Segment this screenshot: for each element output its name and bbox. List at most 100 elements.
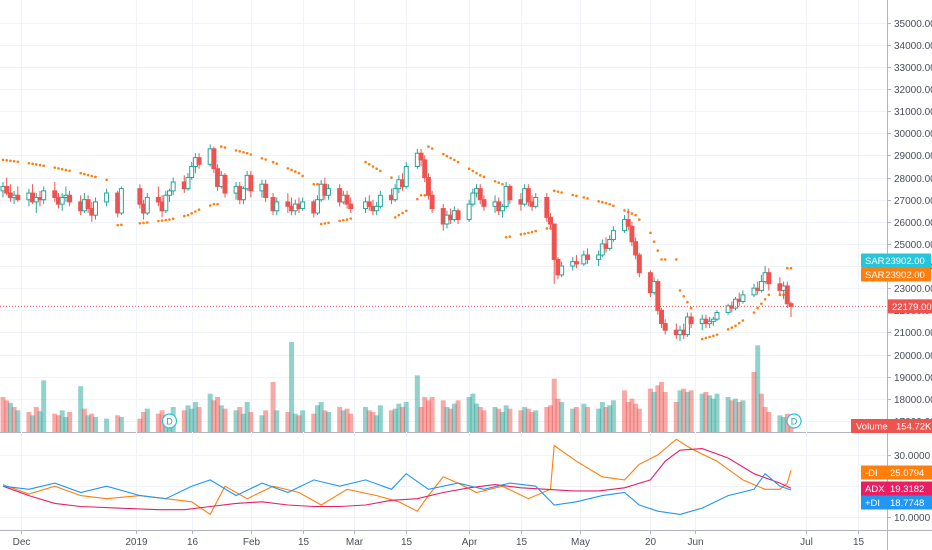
candle-body <box>285 201 291 207</box>
time-tick-label: Dec <box>13 537 31 548</box>
price-tick-label: 23000.00 <box>894 284 932 295</box>
volume-bar <box>455 400 461 432</box>
candle-body <box>185 177 191 190</box>
sar-dot <box>312 182 316 186</box>
sar-dot <box>379 169 382 173</box>
sar-dot <box>604 201 608 205</box>
volume-bar <box>311 413 317 432</box>
volume-bar <box>466 397 472 432</box>
sar-dot <box>327 221 330 225</box>
time-tick-label: 15 <box>516 537 528 548</box>
price-tick-label: 27000.00 <box>894 196 932 207</box>
candle-body <box>625 219 631 227</box>
dividend-marker <box>161 413 178 429</box>
sar-dot <box>60 167 64 171</box>
volume-bar <box>677 390 683 432</box>
time-tick-label: Apr <box>462 537 478 548</box>
sar-dot <box>763 297 767 301</box>
sar-dot <box>700 337 704 341</box>
candle-body <box>67 194 73 203</box>
sar-dot <box>471 169 475 173</box>
volume-bar <box>655 385 661 432</box>
sar-dot <box>778 293 782 297</box>
sar-dot <box>68 169 71 173</box>
volume-bar <box>0 397 6 432</box>
sar-label-orange-text: SAR 23902.00 <box>865 270 925 281</box>
sar-dot <box>478 174 482 177</box>
sar-dot <box>212 202 216 206</box>
time-tick-label: 15 <box>401 537 413 548</box>
sar-dot <box>160 219 164 222</box>
sar-label-cyan-box <box>861 253 931 268</box>
volume-bar <box>144 408 150 432</box>
volume-bar <box>141 412 147 432</box>
sar-dot <box>493 179 497 183</box>
volume-bar <box>429 397 435 432</box>
volume-bar <box>740 400 746 432</box>
sar-dot <box>345 218 349 221</box>
sar-dot <box>242 150 245 154</box>
sar-dot <box>612 204 615 207</box>
price-tick-label: 26000.00 <box>894 218 932 229</box>
volume-bar <box>370 412 376 432</box>
indicator-legend-box <box>861 465 932 480</box>
candle-body <box>548 216 554 225</box>
candle-body <box>163 194 169 212</box>
volume-bar <box>92 417 98 432</box>
candle-body <box>240 188 246 201</box>
sar-dot <box>689 306 693 310</box>
candle-body <box>758 281 764 291</box>
volume-bar <box>573 407 579 432</box>
sar-dot <box>186 213 190 217</box>
candle-body <box>85 199 91 210</box>
volume-bar <box>710 398 716 432</box>
volume-bar <box>15 410 21 432</box>
volume-bar <box>388 410 394 432</box>
volume-bar <box>481 410 487 432</box>
candle-body <box>377 194 383 207</box>
sar-dot <box>168 218 171 221</box>
sar-dot <box>316 182 319 186</box>
volume-bar <box>581 403 587 432</box>
price-tick-label: 33000.00 <box>894 63 932 74</box>
candle-body <box>784 285 790 305</box>
sar-dot <box>545 227 549 230</box>
sar-dot <box>660 258 663 261</box>
sar-dot <box>275 162 279 165</box>
volume-bar <box>85 415 91 432</box>
sar-dot <box>53 166 57 169</box>
volume-bar <box>237 407 243 432</box>
sar-dot <box>238 150 242 153</box>
volume-bar <box>233 410 239 432</box>
volume-bar <box>344 408 350 432</box>
volume-label-value: 154.72K <box>896 422 932 433</box>
volume-bar <box>496 408 502 432</box>
volume-bar <box>755 345 761 432</box>
sar-dot <box>630 212 634 215</box>
sar-dot <box>726 328 730 331</box>
candle-body <box>52 190 58 198</box>
volume-bar <box>607 405 613 432</box>
indicator-legend-name: ADX <box>865 484 885 495</box>
sar-dot <box>601 200 604 204</box>
candle-body <box>41 190 47 201</box>
sar-dot <box>608 202 612 206</box>
sar-dot <box>349 217 353 220</box>
sar-dot <box>223 146 227 149</box>
price-tick-label: 35000.00 <box>894 19 932 30</box>
sar-dot <box>234 149 238 152</box>
sar-dot <box>271 160 275 164</box>
candle-body <box>137 188 143 205</box>
volume-bar <box>63 417 69 432</box>
dividend-marker-label: D <box>791 417 798 427</box>
time-tick-label: 2019 <box>125 537 148 548</box>
candle-body <box>525 188 531 203</box>
candle-body <box>599 243 605 256</box>
sar-dot <box>501 182 504 186</box>
volume-bar <box>240 413 246 432</box>
volume-bar <box>448 408 454 432</box>
sar-dot <box>575 194 578 198</box>
